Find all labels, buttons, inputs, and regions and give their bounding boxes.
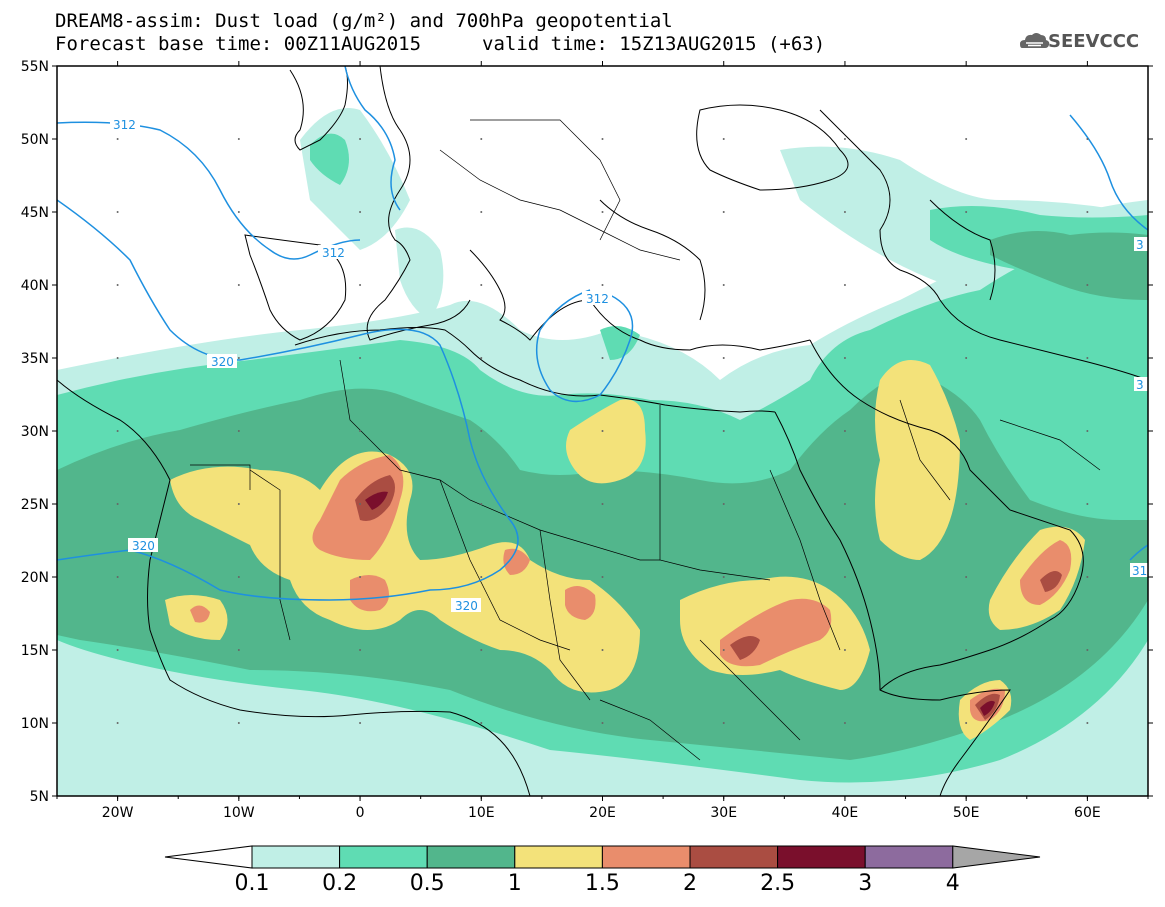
cloud-icon (1020, 33, 1050, 48)
lat-label: 50N (21, 132, 49, 148)
lat-label: 20N (21, 570, 49, 586)
valid-time: valid time: 15Z13AUG2015 (+63) (482, 33, 826, 55)
colorbar-segment (339, 845, 428, 869)
lat-label: 30N (21, 424, 49, 440)
lat-label: 10N (21, 716, 49, 732)
colorbar-segment (426, 845, 516, 869)
contour-label: 3 (1136, 378, 1144, 392)
colorbar-segment (689, 845, 779, 869)
colorbar-segment (601, 845, 691, 869)
latitude-axis: 55N 50N 45N 40N 35N 30N 25N 20N 15N 10N 5N (21, 59, 1153, 805)
colorbar-label: 0.5 (410, 871, 445, 896)
colorbar-label: 1 (508, 871, 522, 896)
colorbar-label: 1.5 (585, 871, 620, 896)
colorbar-label: 2 (683, 871, 697, 896)
colorbar-label: 4 (946, 871, 960, 896)
contour-label: 312 (322, 246, 345, 260)
colorbar-high-end (952, 845, 1041, 869)
contour-label: 320 (211, 355, 234, 369)
lon-label: 40E (832, 805, 859, 821)
colorbar-segment (251, 845, 341, 869)
lat-label: 55N (21, 59, 49, 75)
lat-label: 15N (21, 643, 49, 659)
colorbar-segment (777, 845, 866, 869)
coastlines (57, 66, 1148, 796)
colorbar-segment (864, 845, 954, 869)
lon-label: 20E (589, 805, 616, 821)
map-title: DREAM8-assim: Dust load (g/m²) and 700hP… (55, 10, 673, 32)
contour-label: 31 (1132, 564, 1147, 578)
lat-label: 25N (21, 497, 49, 513)
colorbar-label: 0.1 (235, 871, 270, 896)
contour-label: 312 (113, 118, 136, 132)
lon-label: 50E (953, 805, 980, 821)
lat-label: 35N (21, 351, 49, 367)
colorbar: 0.1 0.2 0.5 1 1.5 2 2.5 3 4 (164, 845, 1041, 896)
contour-label: 320 (132, 539, 155, 553)
borders (190, 119, 1101, 761)
dust-layer-0.5 (57, 231, 1148, 760)
lon-label: 10W (223, 805, 255, 821)
lon-label: 0 (356, 805, 365, 821)
lon-label: 20W (102, 805, 134, 821)
lat-label: 40N (21, 278, 49, 294)
lat-label: 5N (30, 789, 49, 805)
graticule (116, 138, 1089, 724)
lon-label: 10E (468, 805, 495, 821)
longitude-axis: 20W 10W 0 10E 20E 30E 40E 50E 60E (56, 61, 1149, 821)
colorbar-low-end (164, 845, 253, 869)
forecast-base-time: Forecast base time: 00Z11AUG2015 (55, 33, 422, 55)
map-plot-area (57, 66, 1148, 796)
colorbar-segment (514, 845, 603, 869)
contour-label: 3 (1136, 238, 1144, 252)
dust-layer-2.5 (365, 491, 995, 716)
colorbar-label: 2.5 (760, 871, 795, 896)
contour-labels: 312 312 312 320 320 320 3 3 31 (110, 117, 1148, 613)
contour-label: 312 (586, 292, 609, 306)
lon-label: 60E (1074, 805, 1101, 821)
lon-label: 30E (710, 805, 737, 821)
seevccc-logo: SEEVCCC (1048, 31, 1140, 52)
colorbar-label: 0.2 (322, 871, 357, 896)
colorbar-label: 3 (858, 871, 872, 896)
contour-label: 320 (455, 599, 478, 613)
lat-label: 45N (21, 205, 49, 221)
